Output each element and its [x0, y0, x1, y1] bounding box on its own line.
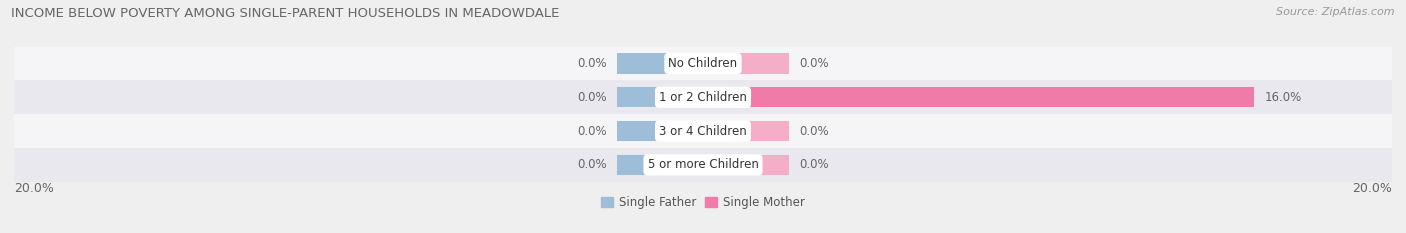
Text: 20.0%: 20.0% — [1353, 182, 1392, 195]
Bar — [617, 87, 703, 107]
Bar — [14, 80, 1392, 114]
Text: 0.0%: 0.0% — [576, 158, 606, 171]
Bar — [14, 148, 1392, 182]
Bar — [14, 114, 1392, 148]
Text: 0.0%: 0.0% — [800, 158, 830, 171]
Text: INCOME BELOW POVERTY AMONG SINGLE-PARENT HOUSEHOLDS IN MEADOWDALE: INCOME BELOW POVERTY AMONG SINGLE-PARENT… — [11, 7, 560, 20]
Bar — [703, 155, 789, 175]
Bar — [14, 47, 1392, 80]
Bar — [703, 121, 789, 141]
Text: 16.0%: 16.0% — [1264, 91, 1302, 104]
Bar — [617, 155, 703, 175]
Bar — [703, 87, 1254, 107]
Text: 20.0%: 20.0% — [14, 182, 53, 195]
Text: 0.0%: 0.0% — [800, 57, 830, 70]
Bar — [617, 53, 703, 74]
Text: 1 or 2 Children: 1 or 2 Children — [659, 91, 747, 104]
Text: 0.0%: 0.0% — [800, 125, 830, 137]
Text: No Children: No Children — [668, 57, 738, 70]
Bar — [617, 121, 703, 141]
Text: 3 or 4 Children: 3 or 4 Children — [659, 125, 747, 137]
Text: 5 or more Children: 5 or more Children — [648, 158, 758, 171]
Text: 0.0%: 0.0% — [576, 91, 606, 104]
Text: Source: ZipAtlas.com: Source: ZipAtlas.com — [1277, 7, 1395, 17]
Bar — [703, 53, 789, 74]
Text: 0.0%: 0.0% — [576, 57, 606, 70]
Legend: Single Father, Single Mother: Single Father, Single Mother — [596, 191, 810, 214]
Text: 0.0%: 0.0% — [576, 125, 606, 137]
